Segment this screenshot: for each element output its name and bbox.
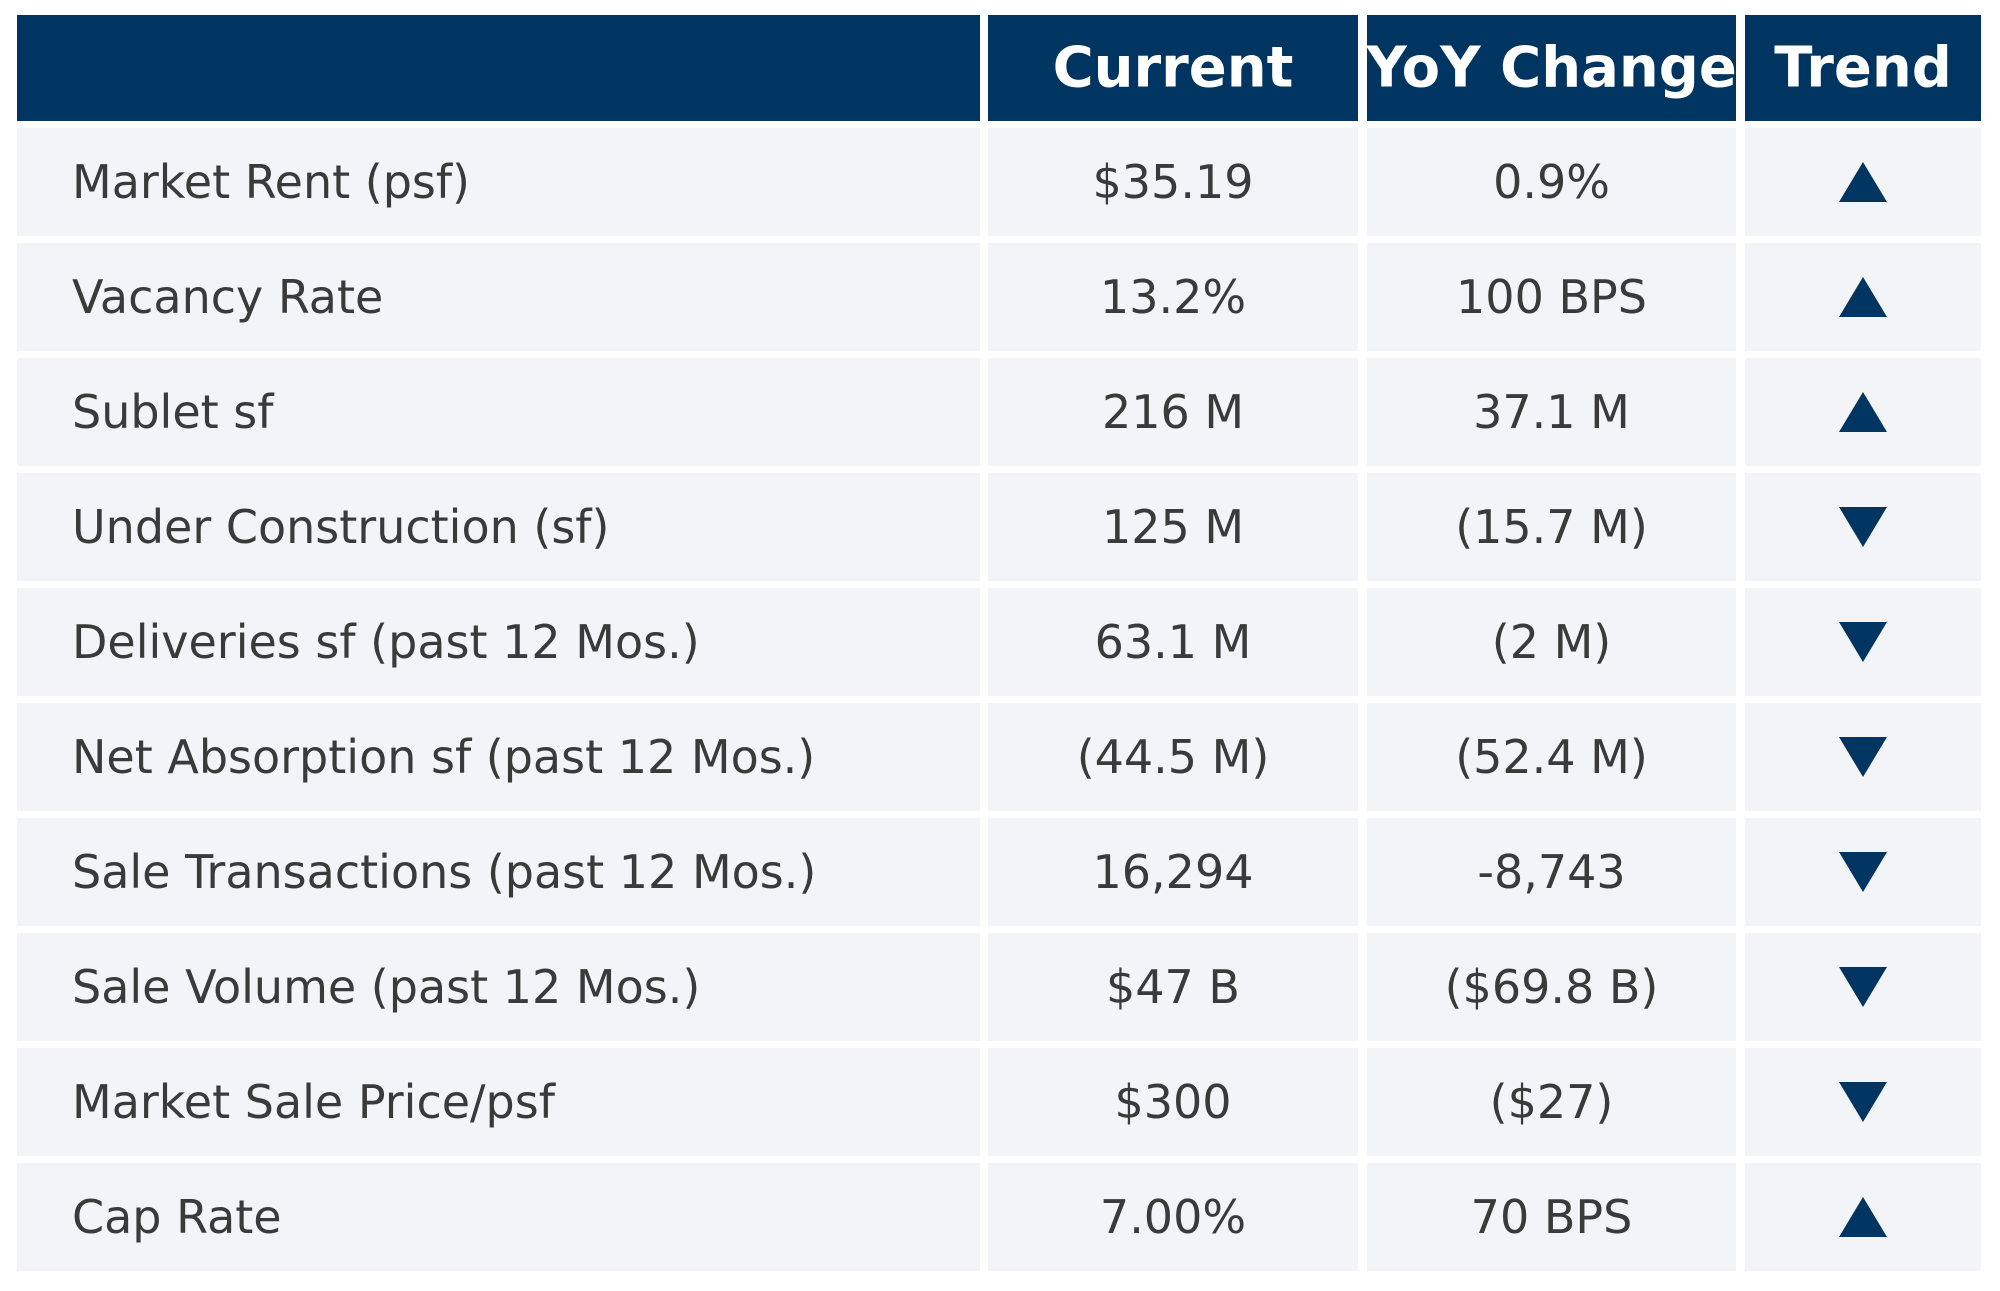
trend-down [1839,622,1887,662]
row-cell [988,358,1358,466]
cell-value: 13.2% [1100,270,1246,324]
cell-value: 16,294 [1093,845,1254,899]
row-cell [988,473,1358,581]
row-cell [1367,703,1736,811]
row-label: Net Absorption sf (past 12 Mos.) [72,730,815,784]
row-cell [17,703,980,811]
table-texts: Current YoY Change Trend Market Rent (psf) $… [72,36,1952,1245]
header-cell [17,15,980,121]
cell-value: 0.9% [1493,155,1610,209]
column-header: Trend [1774,36,1952,101]
row-cell [988,1048,1358,1156]
trend-up [1839,162,1887,202]
trend-up [1839,1197,1887,1237]
trend-down [1839,737,1887,777]
cell-value: 7.00% [1100,1190,1246,1244]
trend-up [1839,392,1887,432]
trend-down [1839,967,1887,1007]
row-cell [17,1048,980,1156]
trend-down [1839,852,1887,892]
row-cell [17,588,980,696]
row-cell [988,703,1358,811]
cell-value: 63.1 M [1095,615,1252,669]
row-label: Deliveries sf (past 12 Mos.) [72,615,700,669]
row-label: Vacancy Rate [72,270,383,324]
row-cell [17,243,980,351]
row-label: Sale Transactions (past 12 Mos.) [72,845,816,899]
cell-value: (44.5 M) [1077,730,1270,784]
header-cell [988,15,1358,121]
row-cell [1367,473,1736,581]
cell-value: 125 M [1102,500,1244,554]
header-cell [1367,15,1736,121]
cell-value: 70 BPS [1471,1190,1633,1244]
row-cell [988,128,1358,236]
row-cell [17,1163,980,1271]
row-cell [988,818,1358,926]
row-cell [17,358,980,466]
column-header: Current [1053,36,1294,101]
cell-value: 100 BPS [1456,270,1647,324]
cell-value: 216 M [1102,385,1244,439]
row-cell [1367,1048,1736,1156]
row-label: Sale Volume (past 12 Mos.) [72,960,700,1014]
row-cell [1367,588,1736,696]
row-label: Cap Rate [72,1190,282,1244]
cell-value: ($27) [1490,1075,1614,1129]
row-label: Market Sale Price/psf [72,1075,557,1129]
row-cell [988,933,1358,1041]
cell-value: (2 M) [1492,615,1611,669]
row-cell [17,818,980,926]
row-cell [988,1163,1358,1271]
row-cell [1367,818,1736,926]
row-label: Under Construction (sf) [72,500,609,554]
row-label: Sublet sf [72,385,275,439]
row-cell [17,473,980,581]
trend-down [1839,507,1887,547]
cell-value: 37.1 M [1473,385,1630,439]
row-cell [17,933,980,1041]
row-cell [1367,933,1736,1041]
row-cell [1367,128,1736,236]
trend-arrows [1839,162,1887,1237]
row-label: Market Rent (psf) [72,155,470,209]
cell-value: $47 B [1106,960,1240,1014]
row-cell [1367,243,1736,351]
row-cell [17,128,980,236]
cell-value: (15.7 M) [1455,500,1648,554]
header-cell [1745,15,1981,121]
row-cell [1367,1163,1736,1271]
row-cell [988,588,1358,696]
cell-value: $35.19 [1093,155,1254,209]
table-backgrounds [17,15,1981,1271]
column-header: YoY Change [1365,36,1737,101]
cell-value: (52.4 M) [1455,730,1648,784]
trend-down [1839,1082,1887,1122]
trend-up [1839,277,1887,317]
cell-value: -8,743 [1477,845,1625,899]
cell-value: $300 [1114,1075,1231,1129]
cell-value: ($69.8 B) [1445,960,1659,1014]
row-cell [988,243,1358,351]
row-cell [1367,358,1736,466]
